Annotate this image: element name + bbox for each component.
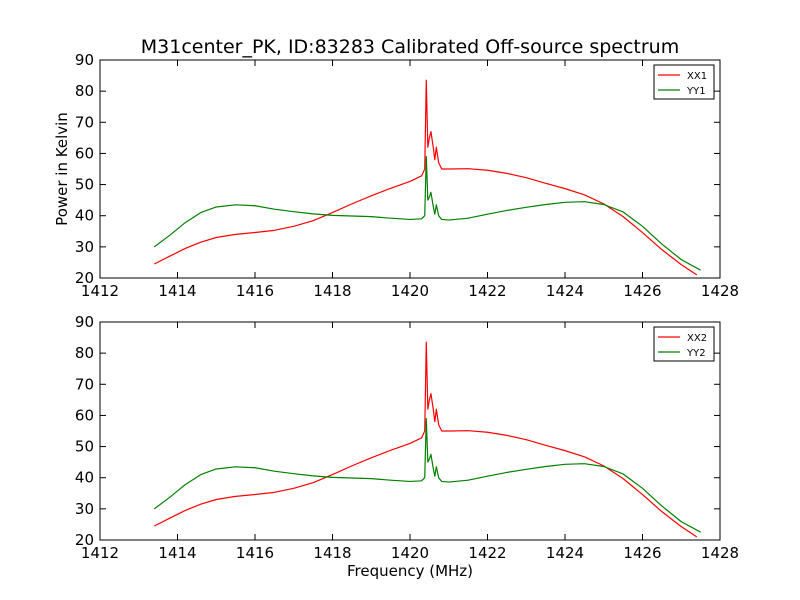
x-tick-label: 1422: [468, 544, 506, 562]
y-tick-label: 30: [75, 238, 94, 256]
x-tick-label: 1426: [623, 544, 661, 562]
top-spectrum-panel: 1412 1414 1416 1418 1420 1422 1424 1426 1428 20 30…: [53, 51, 739, 300]
legend-label: XX2: [687, 333, 707, 344]
y-tick-label: 20: [75, 269, 94, 287]
x-tick-label: 1424: [546, 544, 584, 562]
series-line-xx1: [153, 79, 698, 276]
x-tick-label: 1418: [313, 282, 351, 300]
x-tick-label: 1428: [701, 544, 739, 562]
y-tick-label: 60: [75, 406, 94, 424]
x-tick-label: 1420: [391, 544, 429, 562]
x-tick-label: 1426: [623, 282, 661, 300]
x-tick-label: 1416: [236, 282, 274, 300]
y-tick-label: 70: [75, 113, 94, 131]
legend-box: [653, 326, 715, 362]
x-tick-label: 1428: [701, 282, 739, 300]
y-tick-label: 20: [75, 531, 94, 549]
legend-label: YY2: [686, 348, 706, 359]
y-tick-label: 90: [75, 313, 94, 331]
y-tick-label: 40: [75, 469, 94, 487]
y-tick-label: 50: [75, 438, 94, 456]
y-tick-label: 80: [75, 344, 94, 362]
y-tick-label: 50: [75, 176, 94, 194]
x-tick-label: 1416: [236, 544, 274, 562]
x-tick-label: 1412: [81, 544, 119, 562]
x-tick-label: 1418: [313, 544, 351, 562]
x-axis-label: Frequency (MHz): [347, 562, 473, 580]
y-tick-label: 70: [75, 375, 94, 393]
y-tick-label: 60: [75, 144, 94, 162]
legend-label: XX1: [687, 71, 707, 82]
x-tick-label: 1420: [391, 282, 429, 300]
x-tick-label: 1424: [546, 282, 584, 300]
y-tick-label: 80: [75, 82, 94, 100]
figure-title: M31center_PK, ID:83283 Calibrated Off-so…: [141, 36, 679, 58]
series-line-xx2: [153, 341, 698, 538]
series-line-yy1: [153, 155, 701, 271]
series-line-yy2: [153, 417, 701, 533]
bottom-spectrum-panel: 1412 1414 1416 1418 1420 1422 1424 1426 1428 20 30…: [75, 313, 739, 580]
y-axis-label: Power in Kelvin: [53, 112, 71, 226]
legend-box: [653, 64, 715, 100]
y-tick-label: 90: [75, 51, 94, 69]
x-tick-label: 1414: [158, 544, 196, 562]
x-tick-label: 1422: [468, 282, 506, 300]
x-tick-label: 1412: [81, 282, 119, 300]
x-tick-label: 1414: [158, 282, 196, 300]
y-tick-label: 40: [75, 207, 94, 225]
legend-label: YY1: [686, 86, 706, 97]
y-tick-label: 30: [75, 500, 94, 518]
